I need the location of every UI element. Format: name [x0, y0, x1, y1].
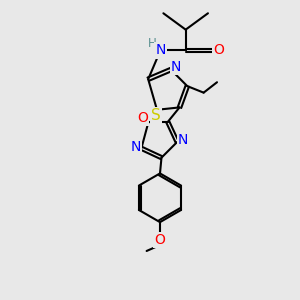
Text: H: H	[148, 38, 157, 50]
Text: O: O	[154, 233, 165, 247]
Text: N: N	[171, 60, 181, 74]
Text: N: N	[155, 44, 166, 57]
Text: O: O	[137, 111, 148, 125]
Text: O: O	[214, 44, 224, 57]
Text: S: S	[151, 108, 161, 123]
Text: N: N	[130, 140, 141, 154]
Text: N: N	[178, 134, 188, 148]
